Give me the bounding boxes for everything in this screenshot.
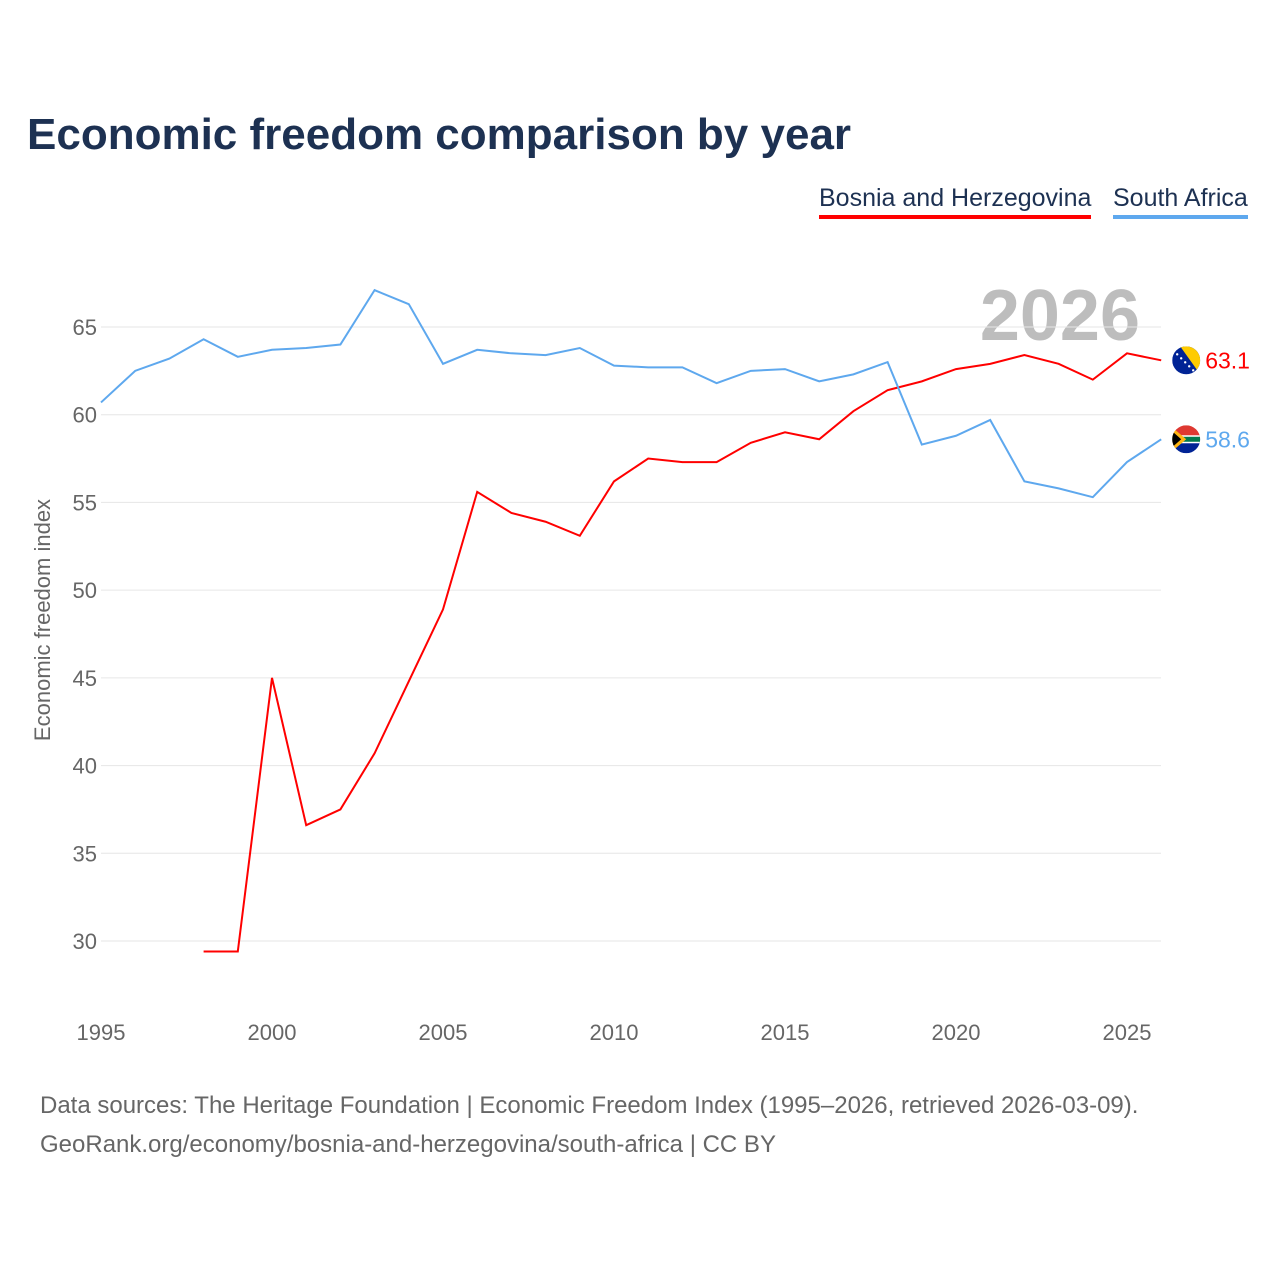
year-watermark: 2026 [980, 276, 1140, 356]
x-tick-label: 2005 [419, 1020, 468, 1045]
legend-bosnia[interactable]: Bosnia and Herzegovina [819, 184, 1092, 219]
x-tick-label: 2010 [590, 1020, 639, 1045]
y-tick-label: 60 [73, 403, 97, 428]
legend-south-africa[interactable]: South Africa [1113, 184, 1248, 219]
series-line-bosnia[interactable] [203, 352, 1162, 953]
x-tick-label: 2015 [761, 1020, 810, 1045]
y-axis-label: Economic freedom index [30, 499, 55, 741]
x-tick-label: 1995 [77, 1020, 126, 1045]
bosnia-flag-icon [1172, 346, 1201, 375]
y-tick-label: 40 [73, 754, 97, 779]
end-value-label: 58.6 [1205, 426, 1250, 452]
series-line-south-africa[interactable] [100, 288, 1162, 499]
y-tick-label: 35 [73, 841, 97, 866]
x-tick-label: 2020 [932, 1020, 981, 1045]
x-tick-label: 2000 [248, 1020, 297, 1045]
y-tick-label: 45 [73, 666, 97, 691]
y-tick-label: 55 [73, 490, 97, 515]
end-value-label: 63.1 [1205, 347, 1250, 373]
y-tick-label: 30 [73, 929, 97, 954]
south-africa-flag-icon [1172, 425, 1201, 454]
source-note: Data sources: The Heritage Foundation | … [40, 1086, 1138, 1164]
x-tick-label: 2025 [1103, 1020, 1152, 1045]
y-tick-label: 50 [73, 578, 97, 603]
y-tick-label: 65 [73, 315, 97, 340]
chart-title: Economic freedom comparison by year [27, 110, 852, 159]
source-line-1: Data sources: The Heritage Foundation | … [40, 1092, 1139, 1119]
line-chart: 2026 Economic freedom index 30 35 40 45 50 55… [30, 276, 1250, 1045]
source-line-2[interactable]: GeoRank.org/economy/bosnia-and-herzegovi… [40, 1131, 776, 1158]
